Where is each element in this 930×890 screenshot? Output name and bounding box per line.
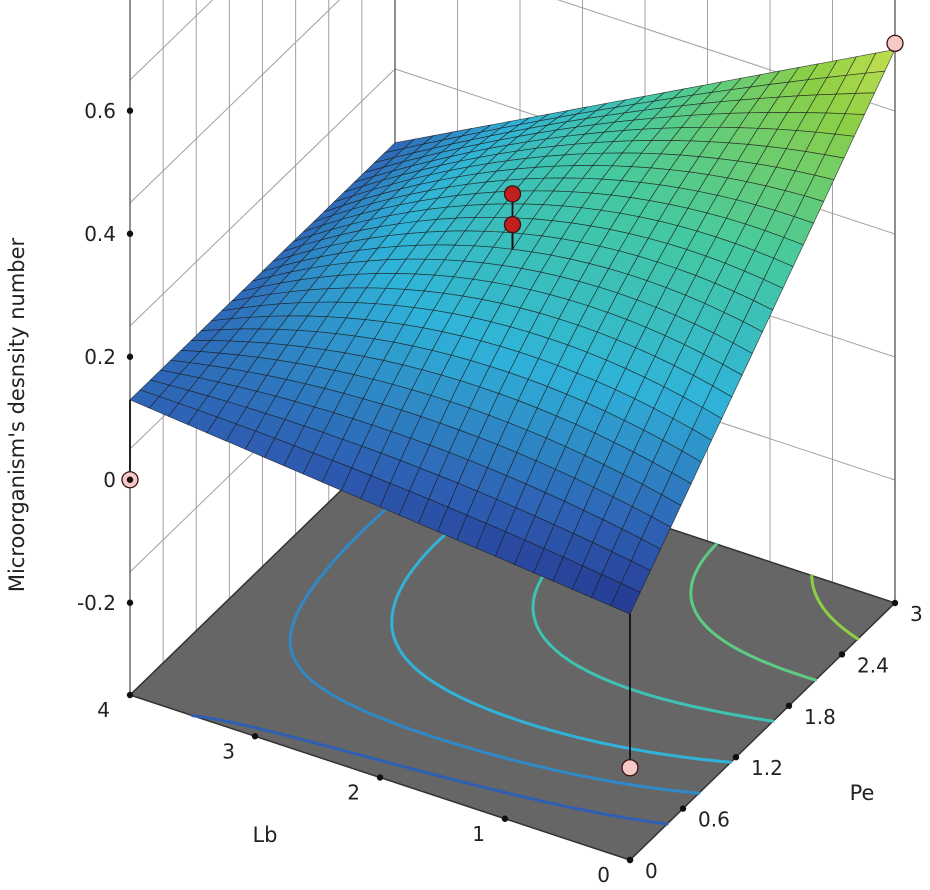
z-tick-mark <box>126 353 134 360</box>
design-point <box>503 185 522 203</box>
y-tick-label: 0 <box>645 859 658 883</box>
wall-frame <box>129 0 896 695</box>
z-tick-label: 0 <box>103 468 116 492</box>
y-tick-label: 1.8 <box>804 705 836 729</box>
z-axis-ticks: -0.200.20.40.60.8 <box>77 99 134 615</box>
y-axis-title: Pe <box>850 781 875 805</box>
y-tick-mark <box>785 702 793 709</box>
y-tick-mark <box>679 805 687 812</box>
y-axis-ticks: 0 0.6 1.2 1.8 2.4 3 <box>626 599 923 883</box>
y-tick-mark <box>732 754 740 761</box>
z-tick-mark <box>126 599 134 606</box>
y-tick-mark <box>626 856 634 864</box>
x-tick-mark <box>501 815 509 822</box>
x-tick-mark <box>126 691 134 699</box>
design-point <box>503 215 522 234</box>
wall-hgrid <box>129 0 896 204</box>
y-tick-label: 0.6 <box>698 808 730 832</box>
z-tick-label: 0.6 <box>84 99 116 123</box>
z-tick-label: -0.2 <box>77 591 116 615</box>
z-tick-mark <box>126 476 134 483</box>
x-tick-label: 4 <box>97 698 110 722</box>
z-axis-title: Microorganism's desnsity number <box>5 237 29 592</box>
contour-line <box>191 714 669 826</box>
contour-line <box>689 542 817 682</box>
y-tick-label: 3 <box>910 602 923 626</box>
x-tick-label: 3 <box>222 739 235 763</box>
x-tick-label: 0 <box>597 863 610 887</box>
z-tick-label: 0.4 <box>84 222 116 246</box>
y-tick-mark <box>891 599 899 607</box>
z-tick-mark <box>126 230 134 237</box>
y-tick-label: 2.4 <box>857 653 889 677</box>
x-axis-ticks: 0 1 2 3 4 <box>97 691 634 887</box>
contour-line <box>810 574 860 641</box>
z-tick-label: 0.2 <box>84 345 116 369</box>
x-tick-mark <box>251 733 259 740</box>
design-point <box>621 759 639 777</box>
response-surface <box>129 49 896 615</box>
x-tick-label: 2 <box>347 781 360 805</box>
y-tick-mark <box>838 651 846 658</box>
x-tick-label: 1 <box>472 822 485 846</box>
x-axis-title: Lb <box>252 823 277 847</box>
surface-patch <box>610 582 641 615</box>
design-point <box>886 34 904 52</box>
x-tick-mark <box>376 774 384 781</box>
z-tick-mark <box>126 107 134 114</box>
y-tick-label: 1.2 <box>751 756 783 780</box>
